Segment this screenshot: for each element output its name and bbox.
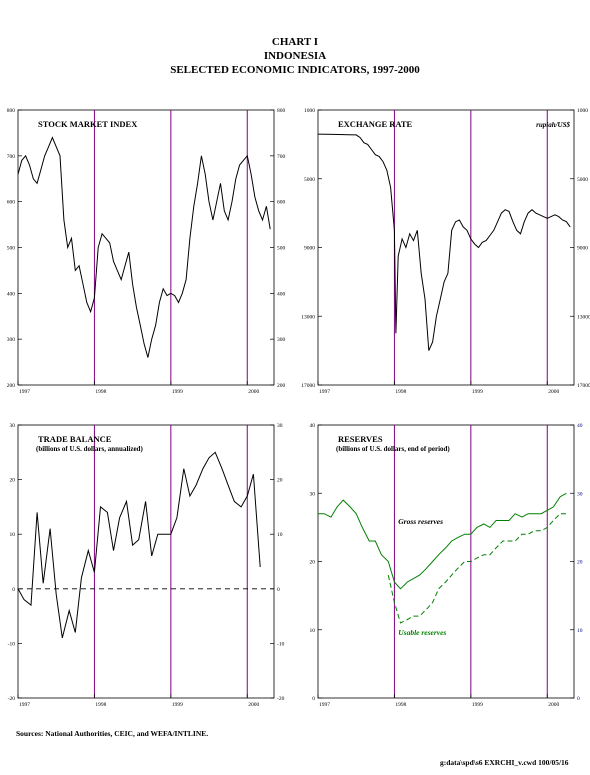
exchange-x-tick-label: 1997 (319, 389, 330, 395)
trade-series-line-1 (17, 451, 261, 639)
exchange-y-tick-label-left: 1000 (304, 108, 315, 114)
exchange-y-tick-label-right: 17000 (577, 383, 590, 389)
reserves-y-tick-label-left: 10 (310, 628, 316, 634)
exchange-y-tick-label-left: 9000 (304, 246, 315, 252)
trade-y-tick-label-right: 10 (277, 532, 283, 538)
stock-y-tick-label-left: 200 (7, 383, 16, 389)
chart-number-title: CHART I (271, 36, 319, 48)
trade-plot-frame (17, 424, 275, 699)
reserves-y-tick-label-right: 10 (577, 628, 583, 634)
trade-y-tick-label-left: 10 (10, 532, 16, 538)
stock-y-tick-label-right: 400 (277, 291, 286, 297)
exchange-series-line-1 (317, 133, 571, 351)
reserves-x-tick-label: 2000 (548, 702, 559, 708)
stock-y-tick-label-left: 400 (7, 291, 16, 297)
trade-y-tick-label-right: 30 (277, 423, 283, 429)
exchange-y-tick-label-right: 13000 (577, 314, 590, 320)
stock-y-tick-label-right: 500 (277, 246, 286, 252)
stock-y-tick-label-right: 600 (277, 200, 286, 206)
trade-y-tick-label-left: 30 (10, 423, 16, 429)
trade-x-tick-label: 2000 (248, 702, 259, 708)
reserves-series-label: Usable reserves (398, 628, 446, 637)
reserves-y-tick-label-right: 40 (577, 423, 583, 429)
reserves-y-tick-label-right: 0 (577, 696, 580, 702)
stock-y-tick-label-right: 200 (277, 383, 286, 389)
trade-y-tick-label-right: 20 (277, 478, 283, 484)
trade-x-tick-label: 1997 (19, 702, 30, 708)
stock-series-line-1 (17, 136, 271, 358)
reserves-y-tick-label-left: 30 (310, 491, 316, 497)
stock-y-tick-label-left: 800 (7, 108, 16, 114)
trade-y-tick-label-left: 0 (12, 587, 15, 593)
sources-note: Sources: National Authorities, CEIC, and… (16, 729, 209, 738)
reserves-series-line-2 (387, 513, 567, 624)
stock-plot-frame (17, 109, 275, 386)
trade-y-tick-label-right: 0 (277, 587, 280, 593)
stock-y-tick-label-left: 500 (7, 246, 16, 252)
exchange-x-tick-label: 1999 (472, 389, 483, 395)
trade-chart: -20 -20 -10 -10 0 0 10 10 20 20 30 30 1997 1998 1999 20… (8, 423, 285, 708)
stock-y-tick-label-left: 600 (7, 200, 16, 206)
stock-x-tick-label: 2000 (248, 389, 259, 395)
stock-y-tick-label-right: 700 (277, 154, 286, 160)
reserves-plot-frame (317, 424, 575, 699)
reserves-x-tick-label: 1998 (395, 702, 406, 708)
reserves-y-tick-label-left: 20 (310, 560, 316, 566)
reserves-y-tick-label-right: 30 (577, 491, 583, 497)
file-reference: g:data\spd\s6 EXRCHI_v.cwd 100/05/16 (440, 758, 569, 767)
exchange-y-tick-label-right: 9000 (577, 246, 588, 252)
stock-y-tick-label-right: 800 (277, 108, 286, 114)
stock-chart: 200 200 300 300 400 400 500 500 600 600 700 700 800 8… (7, 108, 286, 395)
stock-x-tick-label: 1999 (172, 389, 183, 395)
reserves-y-tick-label-right: 20 (577, 560, 583, 566)
reserves-series-line-1 (318, 492, 567, 590)
exchange-unit-label: rupiah/US$ (536, 121, 570, 129)
trade-y-tick-label-left: -20 (8, 696, 16, 702)
exchange-plot-frame (317, 109, 575, 386)
exchange-y-tick-label-right: 1000 (577, 108, 588, 114)
trade-title: TRADE BALANCE (38, 434, 112, 444)
exchange-x-tick-label: 1998 (395, 389, 406, 395)
trade-x-tick-label: 1999 (172, 702, 183, 708)
reserves-x-tick-label: 1997 (319, 702, 330, 708)
stock-title: STOCK MARKET INDEX (38, 119, 138, 129)
exchange-title: EXCHANGE RATE (338, 119, 413, 129)
exchange-chart: 1000 1000 5000 5000 9000 9000 13000 13000 17000 1… (301, 108, 590, 395)
reserves-y-tick-label-left: 40 (310, 423, 316, 429)
trade-x-tick-label: 1998 (95, 702, 106, 708)
country-title: INDONESIA (263, 50, 327, 62)
reserves-x-tick-label: 1999 (472, 702, 483, 708)
exchange-y-tick-label-left: 13000 (301, 314, 315, 320)
trade-y-tick-label-right: -10 (277, 641, 285, 647)
stock-y-tick-label-left: 700 (7, 154, 16, 160)
reserves-y-tick-label-left: 0 (312, 696, 315, 702)
trade-y-tick-label-left: -10 (8, 641, 16, 647)
reserves-title: RESERVES (338, 434, 383, 444)
exchange-x-tick-label: 2000 (548, 389, 559, 395)
trade-subtitle: (billions of U.S. dollars, annualized) (36, 445, 143, 453)
trade-y-tick-label-left: 20 (10, 478, 16, 484)
reserves-series-label: Gross reserves (398, 517, 443, 526)
stock-x-tick-label: 1997 (19, 389, 30, 395)
figure-title: SELECTED ECONOMIC INDICATORS, 1997-2000 (170, 64, 420, 76)
stock-x-tick-label: 1998 (95, 389, 106, 395)
reserves-subtitle: (billions of U.S. dollars, end of period… (336, 445, 450, 453)
exchange-y-tick-label-left: 5000 (304, 177, 315, 183)
stock-y-tick-label-left: 300 (7, 337, 16, 343)
exchange-y-tick-label-left: 17000 (301, 383, 315, 389)
stock-y-tick-label-right: 300 (277, 337, 286, 343)
trade-y-tick-label-right: -20 (277, 696, 285, 702)
exchange-y-tick-label-right: 5000 (577, 177, 588, 183)
reserves-chart: 0 0 10 10 20 20 30 30 40 40 1997 1998 1999 2000 RESERV… (310, 423, 583, 708)
